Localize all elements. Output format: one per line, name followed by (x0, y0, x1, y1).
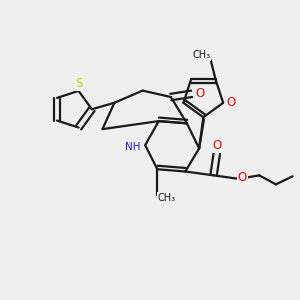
Text: O: O (226, 96, 236, 109)
Text: CH₃: CH₃ (192, 50, 210, 60)
Text: S: S (75, 77, 82, 90)
Text: O: O (195, 87, 204, 100)
Text: O: O (212, 139, 221, 152)
Text: O: O (238, 171, 247, 184)
Text: NH: NH (125, 142, 141, 152)
Text: CH₃: CH₃ (158, 193, 176, 202)
